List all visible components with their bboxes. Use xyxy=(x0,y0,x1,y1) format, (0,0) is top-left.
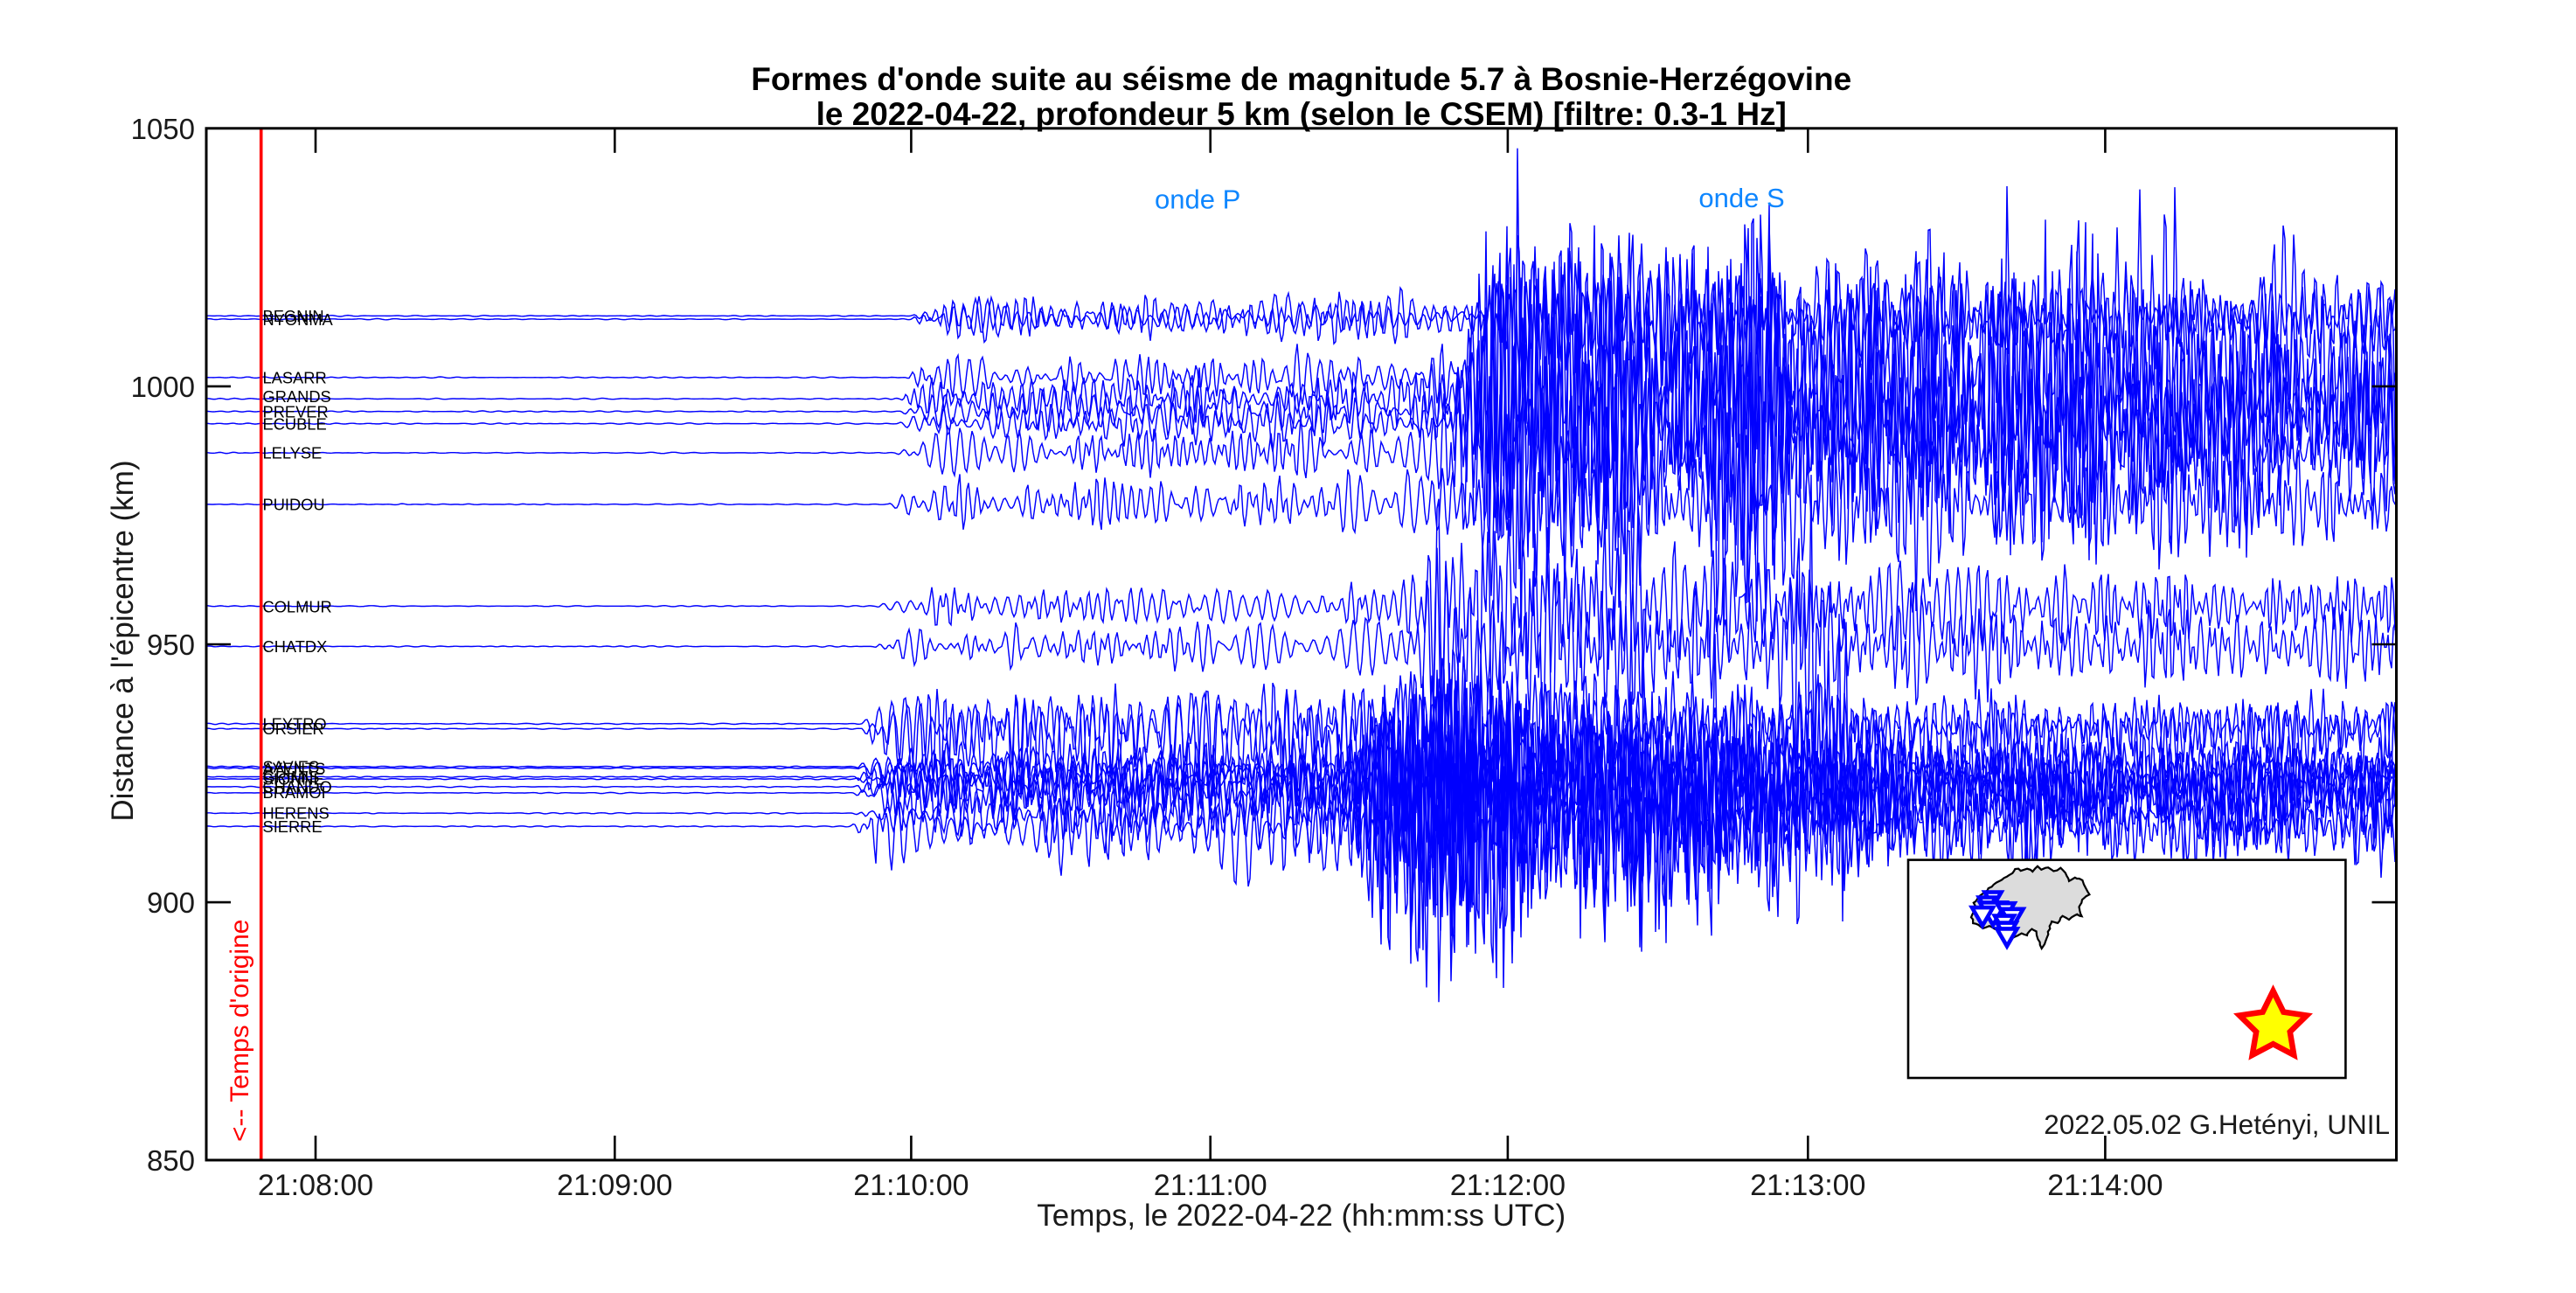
svg-text:SIERRE: SIERRE xyxy=(263,817,323,836)
svg-text:LASARR: LASARR xyxy=(263,369,327,387)
svg-text:onde P: onde P xyxy=(1155,184,1240,215)
svg-text:le 2022-04-22, profondeur 5 km: le 2022-04-22, profondeur 5 km (selon le… xyxy=(816,96,1787,132)
svg-text:21:12:00: 21:12:00 xyxy=(1450,1169,1566,1202)
svg-text:21:08:00: 21:08:00 xyxy=(258,1169,373,1202)
svg-text:PUIDOU: PUIDOU xyxy=(263,496,325,514)
svg-text:AYENTS: AYENTS xyxy=(263,759,326,777)
svg-text:850: 850 xyxy=(147,1144,195,1177)
svg-text:1050: 1050 xyxy=(131,113,195,145)
svg-text:CHANDO: CHANDO xyxy=(263,778,332,796)
svg-text:BRAMOI: BRAMOI xyxy=(263,783,326,802)
svg-text:21:13:00: 21:13:00 xyxy=(1750,1169,1865,1202)
svg-text:PREVER: PREVER xyxy=(263,402,329,421)
svg-text:GRANDS: GRANDS xyxy=(263,387,331,406)
svg-text:21:10:00: 21:10:00 xyxy=(853,1169,969,1202)
svg-text:NYONMA: NYONMA xyxy=(263,310,334,329)
svg-text:900: 900 xyxy=(147,886,195,919)
svg-text:2022.05.02 G.Hetényi, UNIL: 2022.05.02 G.Hetényi, UNIL xyxy=(2044,1109,2390,1140)
svg-text:LEYTRO: LEYTRO xyxy=(263,715,327,733)
svg-text:onde S: onde S xyxy=(1698,183,1784,213)
svg-text:<-- Temps d'origine: <-- Temps d'origine xyxy=(226,920,254,1142)
svg-text:21:09:00: 21:09:00 xyxy=(557,1169,672,1202)
svg-text:LELYSE: LELYSE xyxy=(263,444,323,462)
svg-text:Temps, le 2022-04-22 (hh:mm:ss: Temps, le 2022-04-22 (hh:mm:ss UTC) xyxy=(1037,1199,1566,1233)
svg-text:21:14:00: 21:14:00 xyxy=(2047,1169,2163,1202)
svg-text:SAVIES: SAVIES xyxy=(263,758,320,776)
svg-text:ECUBLE: ECUBLE xyxy=(263,414,327,433)
svg-text:COLMUR: COLMUR xyxy=(263,598,332,616)
svg-text:21:11:00: 21:11:00 xyxy=(1154,1169,1267,1202)
svg-text:950: 950 xyxy=(147,629,195,661)
svg-text:SIONNE: SIONNE xyxy=(263,770,324,789)
svg-text:CHATDX: CHATDX xyxy=(263,637,328,656)
svg-text:HERENS: HERENS xyxy=(263,803,330,822)
svg-text:BEGNIN: BEGNIN xyxy=(263,307,324,325)
svg-text:Formes d'onde suite au séisme: Formes d'onde suite au séisme de magnitu… xyxy=(751,61,1851,97)
svg-text:Distance à l'épicentre (km): Distance à l'épicentre (km) xyxy=(106,460,140,821)
svg-text:1000: 1000 xyxy=(131,371,195,403)
svg-text:ORSIER: ORSIER xyxy=(263,719,324,738)
svg-text:GRIMIS: GRIMIS xyxy=(263,768,320,786)
